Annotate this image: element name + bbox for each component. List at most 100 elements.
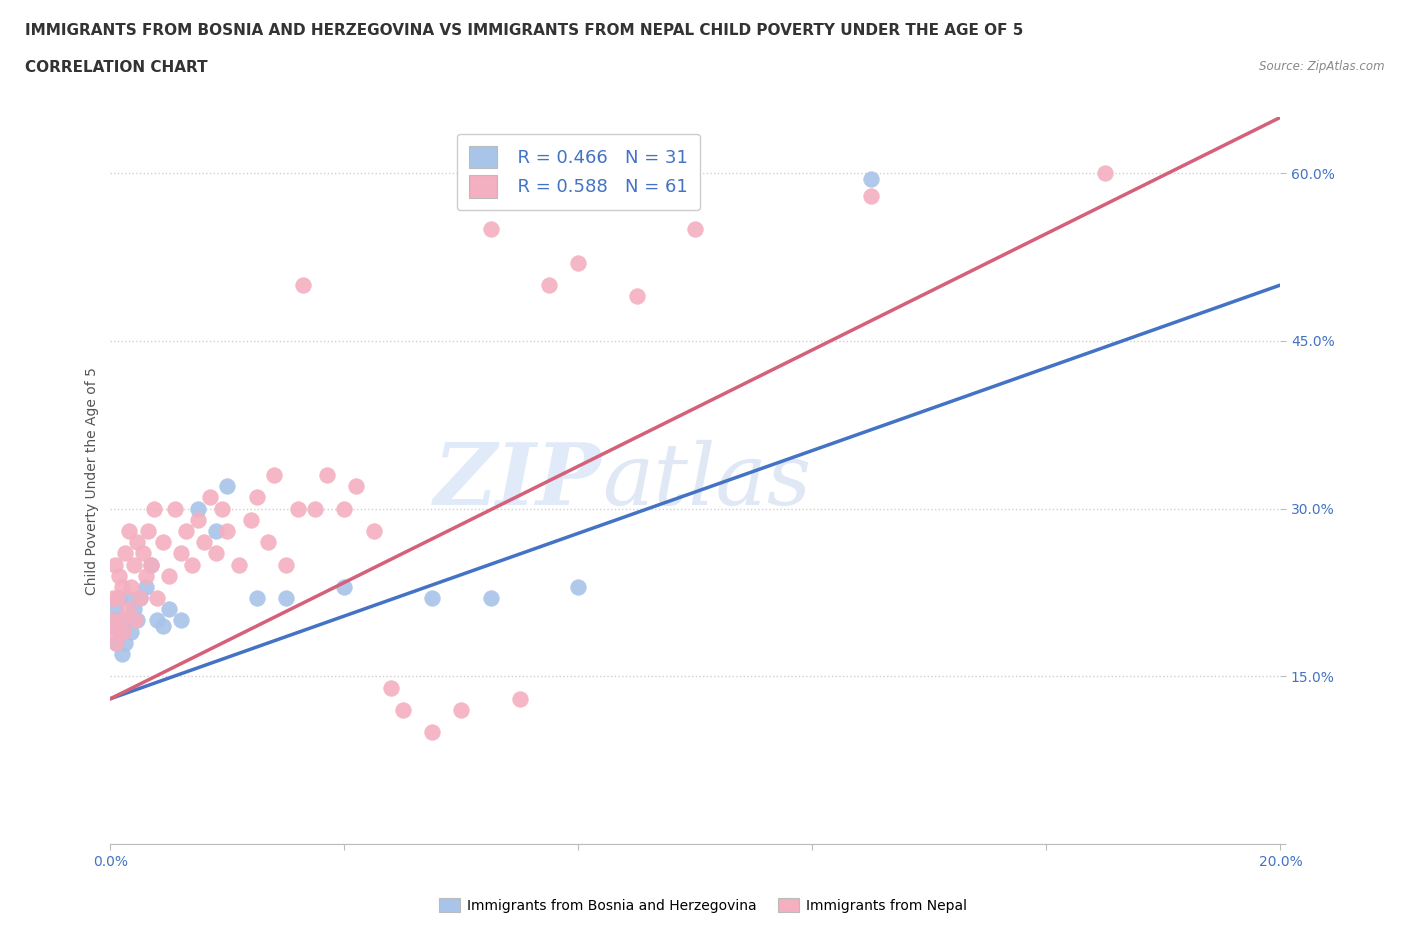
Point bbox=[101, 613, 124, 628]
Point bbox=[157, 602, 180, 617]
Point bbox=[169, 613, 191, 628]
Point bbox=[117, 602, 139, 617]
Point bbox=[103, 618, 125, 633]
Point bbox=[274, 557, 297, 572]
Point bbox=[118, 613, 141, 628]
Point bbox=[118, 524, 141, 538]
Point bbox=[217, 524, 239, 538]
Point bbox=[176, 524, 198, 538]
Point bbox=[128, 591, 150, 605]
Point bbox=[211, 501, 233, 516]
Point bbox=[103, 591, 125, 605]
Point bbox=[204, 524, 226, 538]
Point bbox=[246, 490, 269, 505]
Point bbox=[685, 221, 707, 236]
Point bbox=[111, 579, 134, 594]
Point bbox=[263, 468, 285, 483]
Point bbox=[120, 624, 142, 639]
Point bbox=[108, 568, 131, 583]
Point bbox=[1094, 166, 1116, 180]
Point bbox=[138, 524, 160, 538]
Point bbox=[187, 501, 209, 516]
Point bbox=[128, 591, 150, 605]
Point bbox=[274, 591, 297, 605]
Text: ZIP: ZIP bbox=[434, 439, 602, 523]
Point bbox=[204, 546, 226, 561]
Point bbox=[110, 613, 132, 628]
Point bbox=[509, 691, 531, 706]
Point bbox=[105, 635, 128, 650]
Point bbox=[380, 680, 402, 695]
Point bbox=[187, 512, 209, 527]
Point bbox=[107, 591, 129, 605]
Point bbox=[110, 624, 132, 639]
Point bbox=[120, 579, 142, 594]
Point bbox=[859, 188, 882, 203]
Point bbox=[333, 579, 356, 594]
Point bbox=[198, 490, 221, 505]
Point bbox=[315, 468, 337, 483]
Point bbox=[257, 535, 280, 550]
Point bbox=[292, 277, 315, 292]
Point bbox=[122, 557, 145, 572]
Point bbox=[193, 535, 215, 550]
Point bbox=[859, 171, 882, 186]
Point bbox=[108, 591, 131, 605]
Point bbox=[333, 501, 356, 516]
Text: Source: ZipAtlas.com: Source: ZipAtlas.com bbox=[1260, 60, 1385, 73]
Point bbox=[538, 277, 561, 292]
Point bbox=[111, 646, 134, 661]
Y-axis label: Child Poverty Under the Age of 5: Child Poverty Under the Age of 5 bbox=[86, 366, 100, 594]
Point bbox=[287, 501, 309, 516]
Point bbox=[450, 702, 472, 717]
Point bbox=[479, 591, 502, 605]
Point bbox=[239, 512, 262, 527]
Point bbox=[107, 613, 129, 628]
Point bbox=[146, 613, 169, 628]
Text: CORRELATION CHART: CORRELATION CHART bbox=[25, 60, 208, 75]
Point bbox=[567, 255, 589, 270]
Point bbox=[344, 479, 367, 494]
Point bbox=[112, 624, 135, 639]
Point bbox=[626, 288, 648, 303]
Point bbox=[228, 557, 250, 572]
Point bbox=[304, 501, 326, 516]
Text: atlas: atlas bbox=[602, 439, 811, 522]
Point bbox=[122, 602, 145, 617]
Point bbox=[217, 479, 239, 494]
Point bbox=[125, 535, 148, 550]
Point bbox=[392, 702, 415, 717]
Point bbox=[125, 613, 148, 628]
Point bbox=[134, 568, 156, 583]
Point bbox=[141, 557, 163, 572]
Point bbox=[114, 635, 136, 650]
Point bbox=[246, 591, 269, 605]
Point bbox=[104, 602, 127, 617]
Point bbox=[479, 221, 502, 236]
Point bbox=[163, 501, 186, 516]
Point bbox=[363, 524, 385, 538]
Legend:   R = 0.466   N = 31,   R = 0.588   N = 61: R = 0.466 N = 31, R = 0.588 N = 61 bbox=[457, 134, 700, 210]
Point bbox=[134, 579, 156, 594]
Point bbox=[103, 624, 125, 639]
Point bbox=[146, 591, 169, 605]
Point bbox=[152, 535, 174, 550]
Point bbox=[420, 591, 443, 605]
Point bbox=[169, 546, 191, 561]
Point bbox=[114, 546, 136, 561]
Text: IMMIGRANTS FROM BOSNIA AND HERZEGOVINA VS IMMIGRANTS FROM NEPAL CHILD POVERTY UN: IMMIGRANTS FROM BOSNIA AND HERZEGOVINA V… bbox=[25, 23, 1024, 38]
Point bbox=[157, 568, 180, 583]
Point bbox=[124, 613, 146, 628]
Point bbox=[152, 618, 174, 633]
Point bbox=[141, 557, 163, 572]
Point bbox=[131, 546, 153, 561]
Point bbox=[112, 613, 135, 628]
Point bbox=[143, 501, 166, 516]
Point bbox=[104, 557, 127, 572]
Point bbox=[420, 724, 443, 739]
Point bbox=[567, 579, 589, 594]
Point bbox=[117, 591, 139, 605]
Point bbox=[181, 557, 204, 572]
Point bbox=[105, 635, 128, 650]
Legend: Immigrants from Bosnia and Herzegovina, Immigrants from Nepal: Immigrants from Bosnia and Herzegovina, … bbox=[434, 893, 972, 919]
